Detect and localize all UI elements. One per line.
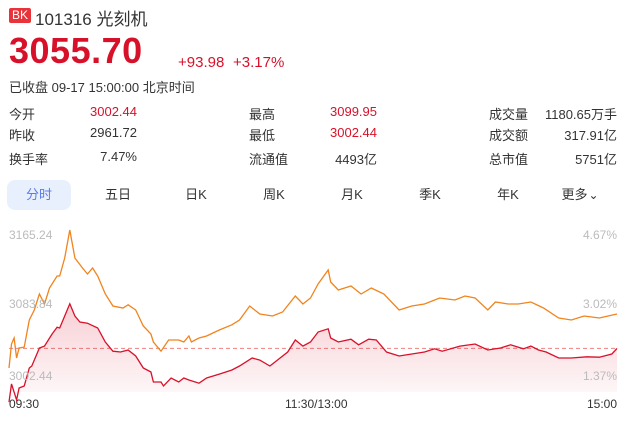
tab-label: 季K <box>419 187 441 202</box>
y-tick-left-top: 3165.24 <box>9 228 53 242</box>
series-0-area <box>9 303 617 403</box>
stat-label: 换手率 <box>9 152 49 167</box>
y-tick-right-bottom: 1.37% <box>582 369 617 383</box>
stat-value: 1180.65万手 <box>544 107 617 122</box>
tab-label: 年K <box>497 187 519 202</box>
tab-label: 五日 <box>104 187 131 202</box>
stat-value: 4493亿 <box>335 152 377 167</box>
tab-5[interactable]: 季K <box>398 180 462 210</box>
stat-value: 2961.72 <box>90 125 137 140</box>
stat-label: 流通值 <box>249 152 289 167</box>
stat-value: 7.47% <box>100 149 137 164</box>
y-tick-left-mid: 3083.84 <box>9 297 53 311</box>
tab-6[interactable]: 年K <box>476 180 540 210</box>
stock-title: 101316 光刻机 <box>35 10 148 29</box>
stat-label: 昨收 <box>9 128 36 143</box>
chevron-down-icon: ⌄ <box>588 188 599 202</box>
tab-label: 更多 <box>561 187 588 202</box>
tab-2[interactable]: 日K <box>164 180 228 210</box>
price-change-percent: +3.17% <box>233 54 285 71</box>
market-status: 已收盘 09-17 15:00:00 北京时间 <box>9 80 195 95</box>
x-tick-midday: 11:30/13:00 <box>285 397 348 411</box>
stat-label: 成交额 <box>489 128 529 143</box>
tab-0[interactable]: 分时 <box>7 180 71 210</box>
y-tick-left-bottom: 3002.44 <box>9 369 53 383</box>
tab-label: 日K <box>185 187 207 202</box>
stat-label: 成交量 <box>489 107 529 122</box>
stat-label: 最低 <box>249 128 276 143</box>
stat-value: 3099.95 <box>330 104 377 119</box>
current-price: 3055.70 <box>9 30 143 71</box>
tab-7[interactable]: 更多⌄ <box>548 180 612 210</box>
bk-badge: BK <box>9 8 32 23</box>
tab-1[interactable]: 五日 <box>86 180 150 210</box>
x-tick-close: 15:00 <box>586 397 617 411</box>
y-tick-right-mid: 3.02% <box>582 297 617 311</box>
stat-label: 今开 <box>9 107 36 122</box>
series-1-line <box>8 229 618 369</box>
tab-4[interactable]: 月K <box>320 180 384 210</box>
tab-3[interactable]: 周K <box>242 180 306 210</box>
tab-label: 月K <box>341 187 363 202</box>
tab-label: 分时 <box>25 187 52 202</box>
x-tick-open: 09:30 <box>9 397 40 411</box>
series-0-line <box>8 302 618 403</box>
stat-label: 最高 <box>249 107 276 122</box>
stat-value: 3002.44 <box>90 104 137 119</box>
y-tick-right-top: 4.67% <box>582 228 617 242</box>
stat-value: 3002.44 <box>330 125 377 140</box>
tab-label: 周K <box>263 187 285 202</box>
price-change: +93.98 <box>178 54 225 71</box>
stat-value: 317.91亿 <box>564 128 617 143</box>
stat-label: 总市值 <box>489 152 529 167</box>
stat-value: 5751亿 <box>575 152 617 167</box>
